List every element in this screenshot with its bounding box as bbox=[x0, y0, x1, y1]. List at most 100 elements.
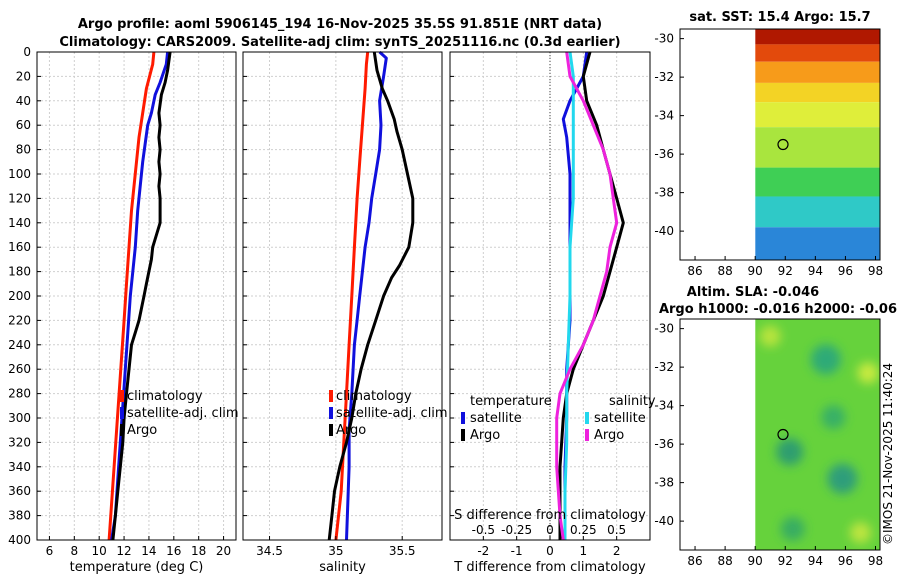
x-tick-label: -1 bbox=[511, 544, 523, 558]
legend-label: Argo bbox=[127, 423, 157, 438]
legend-heading-temperature: temperature bbox=[470, 394, 552, 409]
sla-anomaly-blob bbox=[827, 463, 858, 494]
sla-anomaly-blob bbox=[810, 344, 841, 375]
x-tick-label: 1 bbox=[580, 544, 588, 558]
salinity-panel: 34.5 35 35.5 salinity climatology satellite-a… bbox=[242, 50, 448, 575]
map-y-tick-label: -40 bbox=[654, 514, 674, 528]
legend-label: Argo bbox=[470, 428, 500, 443]
x-tick-label: 35 bbox=[328, 544, 343, 558]
map-field bbox=[755, 319, 880, 550]
sla-anomaly-blob bbox=[776, 438, 804, 466]
map-x-tick-label: 86 bbox=[687, 554, 702, 568]
map-y-tick-label: -32 bbox=[654, 70, 674, 84]
y-tick-label: 400 bbox=[8, 533, 31, 547]
sla-anomaly-blob bbox=[857, 362, 879, 384]
x-tick-label: 20 bbox=[216, 544, 231, 558]
y-tick-label: 40 bbox=[16, 94, 31, 108]
x-axis-label: temperature (deg C) bbox=[70, 560, 204, 575]
x-tick-label: 16 bbox=[166, 544, 181, 558]
map-x-tick-label: 94 bbox=[808, 554, 823, 568]
map-x-tick-label: 90 bbox=[748, 554, 763, 568]
legend-label: satellite-adj. clim bbox=[336, 406, 448, 421]
map-frame bbox=[679, 318, 881, 551]
map-x-tick-label: 98 bbox=[868, 264, 883, 278]
y-tick-label: 120 bbox=[8, 191, 31, 205]
sla-map-subtitle: Argo h1000: -0.016 h2000: -0.06 bbox=[659, 302, 897, 317]
legend-label: climatology bbox=[336, 389, 412, 404]
x2-tick-label: -0.5 bbox=[472, 523, 495, 537]
legend-heading-salinity: salinity bbox=[609, 394, 656, 409]
series-line-s-satellite bbox=[563, 51, 575, 540]
map-y-tick-label: -36 bbox=[654, 147, 674, 161]
map-x-tick-label: 88 bbox=[717, 264, 732, 278]
profile-location-marker bbox=[777, 428, 789, 441]
y-tick-label: 60 bbox=[16, 118, 31, 132]
sla-anomaly-blob bbox=[780, 516, 805, 541]
difference-panel: -2 -1 0 1 2 T difference from climatology temp… bbox=[449, 51, 656, 575]
figure-title-line1: Argo profile: aoml 5906145_194 16-Nov-20… bbox=[78, 17, 602, 32]
y-tick-label: 140 bbox=[8, 216, 31, 230]
sla-anomaly-blob bbox=[759, 325, 781, 347]
x-axis-label: salinity bbox=[319, 560, 366, 575]
series-line-s-argo bbox=[555, 51, 619, 541]
sst-map-title: sat. SST: 15.4 Argo: 15.7 bbox=[689, 10, 870, 25]
map-y-tick-label: -34 bbox=[654, 109, 674, 123]
y-tick-label: 300 bbox=[8, 411, 31, 425]
y-tick-label: 0 bbox=[23, 45, 31, 59]
map-y-tick-label: -30 bbox=[654, 322, 674, 336]
sst-band bbox=[755, 127, 880, 168]
map-x-tick-label: 88 bbox=[717, 554, 732, 568]
map-frame bbox=[679, 28, 881, 261]
x-tick-label: 6 bbox=[46, 544, 54, 558]
series-line-argo bbox=[111, 51, 172, 541]
x2-tick-label: 0 bbox=[546, 523, 554, 537]
x-tick-label: 10 bbox=[92, 544, 107, 558]
y-tick-label: 220 bbox=[8, 313, 31, 327]
map-x-tick-label: 90 bbox=[748, 264, 763, 278]
temperature-panel: 6 8 10 12 14 16 18 2002040608010012014016018020… bbox=[8, 45, 239, 575]
y-tick-label: 380 bbox=[8, 509, 31, 523]
map-y-tick-label: -38 bbox=[654, 476, 674, 490]
y-tick-label: 320 bbox=[8, 435, 31, 449]
x-axis-label: T difference from climatology bbox=[453, 560, 646, 575]
sst-band bbox=[755, 29, 880, 45]
map-y-tick-label: -36 bbox=[654, 437, 674, 451]
series-line-climatology bbox=[334, 51, 370, 541]
y-tick-label: 180 bbox=[8, 265, 31, 279]
map-x-tick-label: 96 bbox=[838, 264, 853, 278]
x-tick-label: -2 bbox=[477, 544, 489, 558]
legend-label: satellite bbox=[470, 411, 522, 426]
y-tick-label: 240 bbox=[8, 338, 31, 352]
figure-title-line2: Climatology: CARS2009. Satellite-adj cli… bbox=[59, 35, 620, 50]
map-x-tick-label: 92 bbox=[778, 264, 793, 278]
y-tick-label: 200 bbox=[8, 289, 31, 303]
sla-anomaly-blob bbox=[849, 522, 871, 544]
map-y-tick-label: -32 bbox=[654, 360, 674, 374]
sst-band bbox=[755, 102, 880, 128]
y-tick-label: 280 bbox=[8, 387, 31, 401]
x2-axis-label: S difference from climatology bbox=[454, 508, 646, 523]
sst-band bbox=[755, 44, 880, 62]
sst-band bbox=[755, 82, 880, 103]
sst-band bbox=[755, 227, 880, 260]
x2-tick-label: -0.25 bbox=[501, 523, 532, 537]
x-tick-label: 35.5 bbox=[389, 544, 416, 558]
credit-label: ©IMOS 21-Nov-2025 11:40:24 bbox=[881, 363, 895, 545]
x-tick-label: 2 bbox=[613, 544, 621, 558]
map-y-tick-label: -40 bbox=[654, 224, 674, 238]
y-tick-label: 260 bbox=[8, 362, 31, 376]
x-tick-label: 0 bbox=[546, 544, 554, 558]
x2-tick-label: 0.25 bbox=[570, 523, 597, 537]
legend-label: satellite-adj. clim bbox=[127, 406, 239, 421]
y-tick-label: 100 bbox=[8, 167, 31, 181]
x2-tick-label: 0.5 bbox=[607, 523, 626, 537]
series-line-satellite-adj-clim bbox=[110, 51, 170, 541]
y-tick-label: 80 bbox=[16, 143, 31, 157]
map-x-tick-label: 92 bbox=[778, 554, 793, 568]
sla-anomaly-blob bbox=[821, 405, 846, 430]
sst-band bbox=[755, 61, 880, 83]
sst-band bbox=[755, 167, 880, 197]
y-tick-label: 160 bbox=[8, 240, 31, 254]
x-tick-label: 12 bbox=[116, 544, 131, 558]
